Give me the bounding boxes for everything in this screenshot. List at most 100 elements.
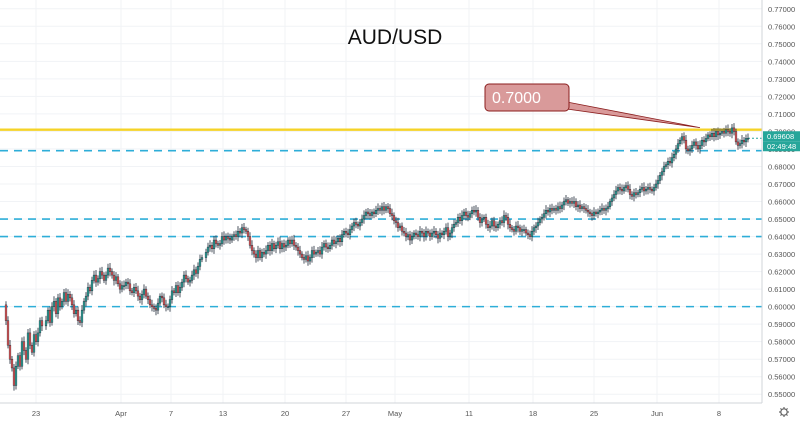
candle-body <box>598 210 602 213</box>
candle-body <box>586 210 590 213</box>
candle-down <box>668 156 672 167</box>
candle-body <box>668 160 672 164</box>
candle-down <box>246 227 250 241</box>
candle-body <box>148 299 152 306</box>
candle-body <box>40 320 44 327</box>
candle-up <box>240 223 244 239</box>
candle-up <box>284 240 288 252</box>
candle-up <box>156 298 160 315</box>
candle-body <box>560 204 564 209</box>
candle-down <box>272 240 276 252</box>
candle-up <box>316 246 320 257</box>
candle-up <box>610 194 614 206</box>
candle-up <box>376 203 380 215</box>
candle-body <box>158 295 162 304</box>
candle-down <box>226 232 230 244</box>
candle-body <box>170 290 174 300</box>
candle-body <box>360 218 364 223</box>
candle-body <box>188 280 192 283</box>
candle-body <box>710 132 714 137</box>
candle-up <box>90 276 94 296</box>
candle-down <box>426 228 430 236</box>
candle-down <box>716 127 720 141</box>
candle-body <box>312 250 316 255</box>
candle-down <box>506 213 510 230</box>
callout-label: 0.7000 <box>492 90 541 107</box>
candle-body <box>708 134 712 137</box>
candle-body <box>198 259 202 267</box>
candle-body <box>704 138 708 143</box>
callout-box <box>484 83 570 112</box>
candle-body <box>74 309 78 314</box>
candle-body <box>290 239 294 244</box>
candle-body <box>208 245 212 248</box>
candle-up <box>498 217 502 229</box>
candle-body <box>672 153 676 158</box>
candle-body <box>638 189 642 193</box>
candle-body <box>454 222 458 225</box>
candle-body <box>122 285 126 287</box>
candle-down <box>588 208 592 218</box>
candle-up <box>38 317 42 337</box>
candle-body <box>270 243 274 251</box>
candle-down <box>282 239 286 253</box>
candle-body <box>60 301 64 307</box>
candle-down <box>312 245 316 259</box>
candle-body <box>44 320 48 327</box>
candle-down <box>34 330 38 345</box>
candle-body <box>368 213 372 216</box>
candle-down <box>618 183 622 195</box>
candle-up <box>544 205 548 219</box>
candle-body <box>378 208 382 211</box>
candle-body <box>182 274 186 283</box>
candle-down <box>486 219 490 231</box>
candle-body <box>440 232 444 235</box>
candle-down <box>54 298 58 318</box>
candle-body <box>246 231 250 237</box>
candle-down <box>382 202 386 215</box>
candle-body <box>242 227 246 230</box>
x-tick-label: May <box>388 409 402 418</box>
candle-up <box>624 182 628 192</box>
candle-body <box>30 344 34 353</box>
candle-body <box>206 246 210 253</box>
candle-up <box>320 241 324 259</box>
candle-body <box>626 185 630 190</box>
candle-body <box>614 190 618 195</box>
candle-body <box>248 236 252 246</box>
candle-up <box>230 233 234 243</box>
candle-down <box>110 268 114 279</box>
candle-body <box>352 222 356 227</box>
candle-up <box>80 305 84 328</box>
candle-body <box>468 213 472 218</box>
x-tick-label: 25 <box>590 409 598 418</box>
candle-up <box>200 254 204 263</box>
candle-down <box>742 136 746 146</box>
candle-up <box>536 217 540 230</box>
candle-body <box>72 304 76 314</box>
candle-up <box>212 236 216 254</box>
candle-body <box>394 220 398 223</box>
candle-up <box>314 249 318 257</box>
candle-up <box>474 205 478 217</box>
candle-body <box>646 187 650 190</box>
candle-down <box>268 241 272 256</box>
candle-body <box>342 231 346 235</box>
candle-down <box>372 208 376 219</box>
candle-down <box>464 208 468 221</box>
candle-body <box>624 185 628 188</box>
candles <box>4 123 750 391</box>
candle-body <box>210 245 214 250</box>
candle-body <box>728 131 732 134</box>
candle-body <box>114 276 118 281</box>
candle-body <box>120 285 124 290</box>
candle-body <box>738 143 742 146</box>
candle-body <box>572 201 576 204</box>
y-tick-label: 0.66000 <box>768 198 795 207</box>
candle-up <box>336 235 340 246</box>
candle-down <box>582 203 586 213</box>
candle-down <box>590 209 594 221</box>
candle-body <box>76 309 80 321</box>
candle-body <box>324 243 328 248</box>
